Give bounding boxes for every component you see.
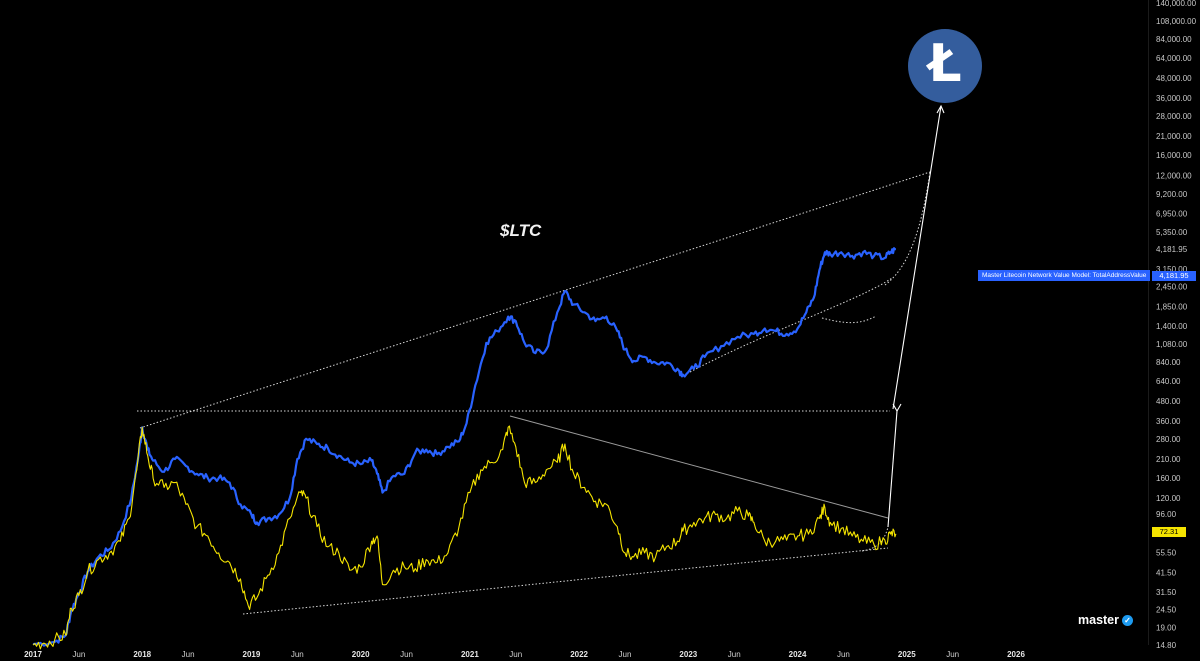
price-series — [32, 247, 897, 650]
y-tick-label: 21,000.00 — [1156, 132, 1192, 141]
y-tick-label: 280.00 — [1156, 435, 1181, 444]
y-tick-label: 48,000.00 — [1156, 74, 1192, 83]
litecoin-logo-icon: Ł — [908, 29, 982, 103]
y-tick-label: 1,080.00 — [1156, 340, 1188, 349]
y-tick-label: 64,000.00 — [1156, 54, 1192, 63]
y-tick-label: 210.00 — [1156, 455, 1181, 464]
x-tick-label: Jun — [728, 650, 741, 659]
x-tick-label: 2025 — [898, 650, 916, 659]
y-tick-label: 16,000.00 — [1156, 151, 1192, 160]
y-tick-label: 31.50 — [1156, 588, 1177, 597]
y-tick-label: 41.50 — [1156, 569, 1177, 578]
x-tick-label: Jun — [946, 650, 959, 659]
y-tick-label: 640.00 — [1156, 377, 1181, 386]
y-tick-label: 9,200.00 — [1156, 190, 1188, 199]
ticker-label: $LTC — [500, 221, 542, 240]
y-tick-label: 19.00 — [1156, 623, 1177, 632]
cup-curve — [821, 315, 877, 324]
x-tick-label: Jun — [72, 650, 85, 659]
price-axis: 140,000.00 108,000.00 84,000.00 64,000.00 48… — [1156, 0, 1197, 650]
y-tick-label: 4,181.95 — [1156, 245, 1188, 254]
projection-arrow-short — [887, 410, 898, 528]
rising-support-curve — [689, 277, 893, 373]
y-tick-label: 140,000.00 — [1156, 0, 1197, 8]
y-tick-label: 2,450.00 — [1156, 283, 1188, 292]
y-tick-label: 24.50 — [1156, 606, 1177, 615]
x-tick-label: 2018 — [133, 650, 151, 659]
trendline-annotations — [137, 104, 945, 615]
x-tick-label: Jun — [400, 650, 413, 659]
y-tick-label: 1,850.00 — [1156, 302, 1188, 311]
y-tick-label: 28,000.00 — [1156, 112, 1192, 121]
y-tick-label: 160.00 — [1156, 474, 1181, 483]
y-tick-label: 3,150.00 — [1156, 265, 1188, 274]
x-tick-label: 2022 — [570, 650, 588, 659]
y-tick-label: 120.00 — [1156, 494, 1181, 503]
y-tick-label: 55.50 — [1156, 548, 1177, 557]
x-tick-label: 2019 — [243, 650, 261, 659]
y-tick-label: 12,000.00 — [1156, 171, 1192, 180]
descending-resistance-line — [509, 415, 889, 519]
arrowhead-short-icon — [892, 403, 902, 413]
x-tick-label: Jun — [837, 650, 850, 659]
y-tick-label: 96.00 — [1156, 510, 1177, 519]
x-tick-label: Jun — [291, 650, 304, 659]
y-tick-label: 14.80 — [1156, 641, 1177, 650]
network-value-line — [32, 247, 896, 647]
network-value-price-tag: 4,181.95 — [1152, 271, 1196, 281]
y-tick-label: 36,000.00 — [1156, 94, 1192, 103]
lower-support-trendline — [242, 547, 889, 615]
projection-arrow-long — [892, 105, 942, 410]
verified-badge-icon: ✓ — [1122, 614, 1133, 626]
y-tick-label: 360.00 — [1156, 417, 1181, 426]
x-tick-label: Jun — [509, 650, 522, 659]
price-axis-separator — [1148, 0, 1149, 645]
x-tick-label: Jun — [182, 650, 195, 659]
y-tick-label: 480.00 — [1156, 397, 1181, 406]
indicator-legend-label[interactable]: Master Litecoin Network Value Model: Tot… — [978, 270, 1151, 281]
brand-name: master — [1078, 613, 1119, 627]
x-tick-label: Jun — [619, 650, 632, 659]
x-tick-label: 2017 — [24, 650, 42, 659]
ltc-price-tag: 72.31 — [1152, 527, 1186, 537]
x-tick-label: 2026 — [1007, 650, 1025, 659]
parabolic-projection-curve — [884, 171, 931, 286]
ltc-price-line — [32, 425, 897, 650]
logo-glyph: Ł — [928, 34, 962, 94]
x-tick-label: 2024 — [789, 650, 807, 659]
y-tick-label: 1,400.00 — [1156, 322, 1188, 331]
time-axis: 2017 Jun 2018 Jun 2019 Jun 2020 Jun 2021 Jun 2022 J… — [24, 650, 1025, 659]
y-tick-label: 84,000.00 — [1156, 35, 1192, 44]
x-tick-label: 2023 — [679, 650, 697, 659]
y-tick-label: 6,950.00 — [1156, 210, 1188, 219]
x-tick-label: 2020 — [352, 650, 370, 659]
x-tick-label: 2021 — [461, 650, 479, 659]
arrowhead-long-icon — [936, 104, 945, 114]
y-tick-label: 5,350.00 — [1156, 228, 1188, 237]
y-tick-label: 840.00 — [1156, 358, 1181, 367]
y-tick-label: 108,000.00 — [1156, 17, 1197, 26]
brand-watermark: master ✓ — [1078, 613, 1133, 627]
